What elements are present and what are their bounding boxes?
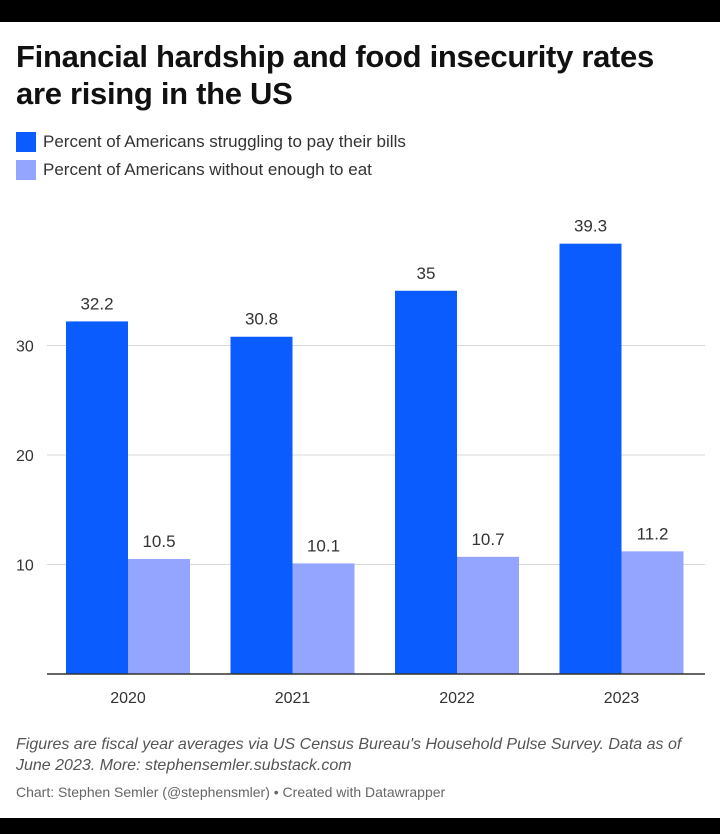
- legend-swatch-bills: [16, 132, 36, 152]
- legend-label-eat: Percent of Americans without enough to e…: [43, 160, 372, 179]
- y-tick-label: 30: [16, 339, 34, 356]
- data-label: 10.1: [307, 536, 340, 555]
- bar-eat-2022: [457, 556, 519, 674]
- legend-item-bills: Percent of Americans struggling to pay t…: [16, 128, 406, 156]
- data-label: 11.2: [637, 524, 669, 543]
- legend-item-eat: Percent of Americans without enough to e…: [16, 156, 406, 184]
- y-tick-label: 20: [16, 448, 34, 465]
- data-label: 10.5: [142, 532, 175, 551]
- data-label: 39.3: [574, 217, 607, 236]
- data-label: 32.2: [80, 294, 113, 313]
- chart-credit: Chart: Stephen Semler (@stephensmler) • …: [16, 784, 446, 800]
- x-tick-label: 2023: [604, 690, 640, 707]
- bar-bills-2022: [395, 290, 457, 674]
- bar-eat-2021: [292, 563, 355, 674]
- data-label: 30.8: [245, 310, 278, 329]
- bar-bills-2020: [66, 321, 128, 674]
- bar-bills-2021: [230, 336, 293, 674]
- bar-eat-2023: [621, 551, 684, 674]
- bar-bills-2023: [559, 243, 622, 674]
- source-note: Figures are fiscal year averages via US …: [16, 736, 682, 774]
- y-tick-label: 10: [16, 558, 34, 575]
- bar-chart: 10 20 30 32.2 10.5 2020 30.8 10.1 2021 35 10.7 2022…: [16, 217, 705, 707]
- legend-label-bills: Percent of Americans struggling to pay t…: [43, 132, 406, 151]
- chart-title: Financial hardship and food insecurity r…: [16, 39, 654, 111]
- chart-card: Financial hardship and food insecurity r…: [0, 22, 720, 818]
- bar-eat-2020: [128, 559, 190, 674]
- data-label: 10.7: [471, 530, 504, 549]
- x-tick-label: 2021: [275, 690, 311, 707]
- legend-swatch-eat: [16, 160, 36, 180]
- legend: Percent of Americans struggling to pay t…: [16, 128, 406, 184]
- x-tick-label: 2022: [439, 690, 475, 707]
- x-tick-label: 2020: [110, 690, 146, 707]
- data-label: 35: [417, 264, 436, 283]
